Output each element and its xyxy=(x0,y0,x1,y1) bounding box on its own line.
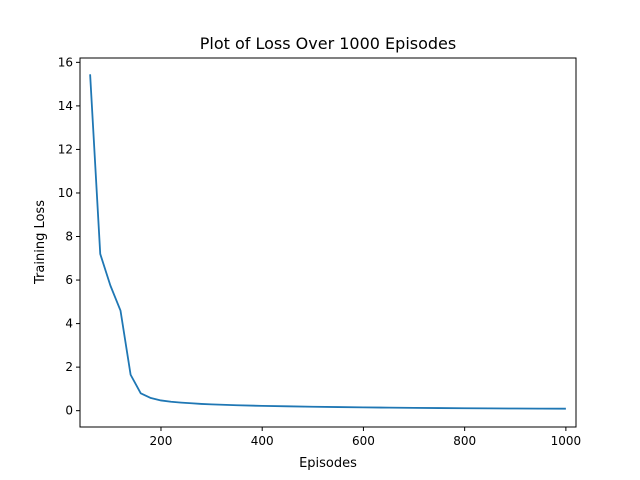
x-tick-label-1000: 1000 xyxy=(551,434,582,448)
series-line-0 xyxy=(89,74,566,410)
x-tick-label-200: 200 xyxy=(150,434,173,448)
x-axis-label: Episodes xyxy=(299,456,357,471)
y-tick-label-8: 8 xyxy=(65,230,73,244)
y-tick-label-4: 4 xyxy=(65,317,73,331)
y-tick-label-2: 2 xyxy=(65,360,73,374)
y-tick-label-12: 12 xyxy=(58,142,73,156)
x-tick-label-600: 600 xyxy=(352,434,375,448)
x-tick-label-800: 800 xyxy=(453,434,476,448)
y-tick-label-14: 14 xyxy=(58,99,73,113)
y-tick-label-10: 10 xyxy=(58,186,73,200)
y-axis-label: Training Loss xyxy=(33,200,48,285)
y-tick-label-16: 16 xyxy=(58,55,73,69)
chart-title: Plot of Loss Over 1000 Episodes xyxy=(200,34,456,53)
y-tick-label-6: 6 xyxy=(65,273,73,287)
plot-area: 200 400 600 800 1000 0 2 4 6 8 10 12 14 16 xyxy=(58,55,581,448)
x-tick-label-400: 400 xyxy=(251,434,274,448)
axes-frame xyxy=(79,57,577,428)
y-tick-label-0: 0 xyxy=(65,404,73,418)
